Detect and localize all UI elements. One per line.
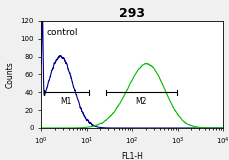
X-axis label: FL1-H: FL1-H [121,152,143,160]
Title: 293: 293 [119,7,145,20]
Text: M1: M1 [60,97,72,106]
Text: control: control [47,28,78,37]
Text: M2: M2 [135,97,146,106]
Y-axis label: Counts: Counts [6,61,15,88]
